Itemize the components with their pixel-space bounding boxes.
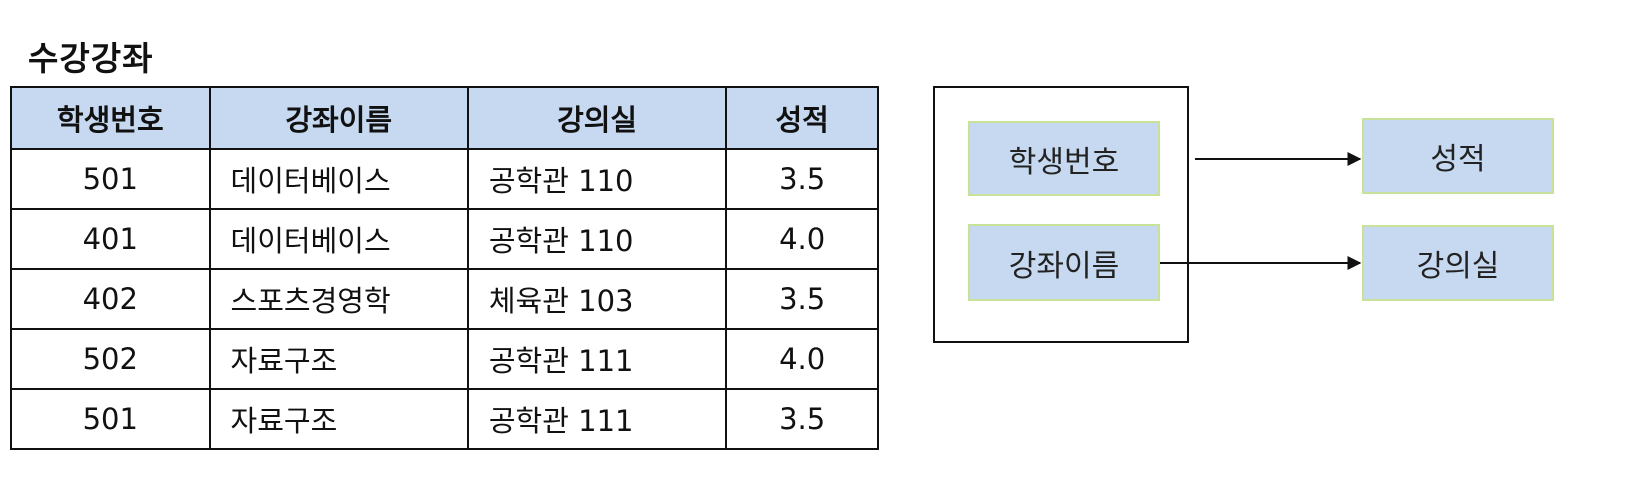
cell-grade: 3.5 xyxy=(725,148,879,210)
cell-student-id: 501 xyxy=(10,388,211,450)
cell-student-id: 402 xyxy=(10,268,211,330)
cell-student-id: 401 xyxy=(10,208,211,270)
cell-course-name: 데이터베이스 xyxy=(208,148,469,210)
cell-course-name: 스포츠경영학 xyxy=(208,268,469,330)
cell-classroom: 공학관 111 xyxy=(466,388,728,450)
attr-grade: 성적 xyxy=(1362,118,1554,194)
header-grade: 성적 xyxy=(725,86,879,150)
attr-course-name: 강좌이름 xyxy=(968,224,1160,301)
relation-title: 수강강좌 xyxy=(28,39,154,78)
attr-classroom: 강의실 xyxy=(1362,225,1554,301)
cell-course-name: 데이터베이스 xyxy=(208,208,469,270)
table-row: 501 자료구조 공학관 111 3.5 xyxy=(10,388,879,450)
cell-grade: 3.5 xyxy=(725,388,879,450)
cell-classroom: 공학관 111 xyxy=(466,328,728,390)
header-course-name: 강좌이름 xyxy=(208,86,469,150)
table-row: 502 자료구조 공학관 111 4.0 xyxy=(10,328,879,390)
table-row: 501 데이터베이스 공학관 110 3.5 xyxy=(10,148,879,210)
header-student-id: 학생번호 xyxy=(10,86,211,150)
cell-course-name: 자료구조 xyxy=(208,388,469,450)
cell-course-name: 자료구조 xyxy=(208,328,469,390)
cell-student-id: 502 xyxy=(10,328,211,390)
composite-key-box xyxy=(933,86,1189,343)
cell-classroom: 공학관 110 xyxy=(466,208,728,270)
table-row: 402 스포츠경영학 체육관 103 3.5 xyxy=(10,268,879,330)
cell-grade: 4.0 xyxy=(725,208,879,270)
cell-classroom: 공학관 110 xyxy=(466,148,728,210)
table-header-row: 학생번호 강좌이름 강의실 성적 xyxy=(10,86,879,150)
cell-classroom: 체육관 103 xyxy=(466,268,728,330)
attr-student-id: 학생번호 xyxy=(968,121,1160,196)
cell-grade: 3.5 xyxy=(725,268,879,330)
header-classroom: 강의실 xyxy=(466,86,728,150)
enrollment-table: 학생번호 강좌이름 강의실 성적 501 데이터베이스 공학관 110 3.5 … xyxy=(10,86,879,450)
table-row: 401 데이터베이스 공학관 110 4.0 xyxy=(10,208,879,270)
cell-student-id: 501 xyxy=(10,148,211,210)
cell-grade: 4.0 xyxy=(725,328,879,390)
